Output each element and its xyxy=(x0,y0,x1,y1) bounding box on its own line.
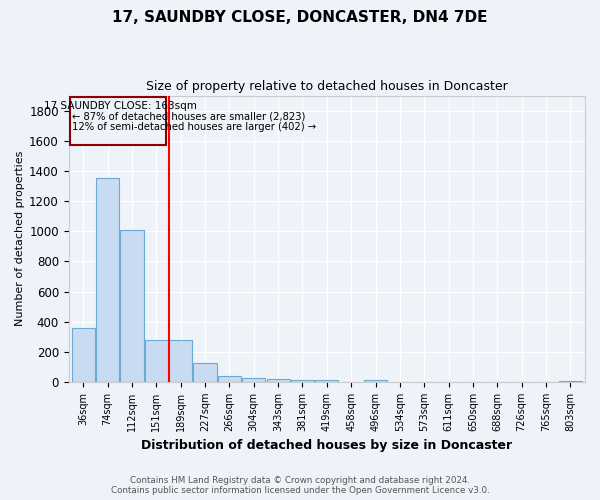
Bar xyxy=(193,363,217,382)
Bar xyxy=(121,230,143,382)
Text: ← 87% of detached houses are smaller (2,823): ← 87% of detached houses are smaller (2,… xyxy=(72,112,305,122)
Bar xyxy=(169,340,192,382)
Bar xyxy=(291,380,314,382)
Bar xyxy=(559,380,582,382)
Title: Size of property relative to detached houses in Doncaster: Size of property relative to detached ho… xyxy=(146,80,508,93)
Bar xyxy=(70,97,166,146)
Bar xyxy=(71,328,95,382)
Bar xyxy=(364,380,387,382)
Bar xyxy=(315,380,338,382)
Bar xyxy=(242,378,265,382)
Bar xyxy=(266,379,290,382)
Text: Contains HM Land Registry data © Crown copyright and database right 2024.
Contai: Contains HM Land Registry data © Crown c… xyxy=(110,476,490,495)
Text: 17, SAUNDBY CLOSE, DONCASTER, DN4 7DE: 17, SAUNDBY CLOSE, DONCASTER, DN4 7DE xyxy=(112,10,488,25)
Bar xyxy=(218,376,241,382)
X-axis label: Distribution of detached houses by size in Doncaster: Distribution of detached houses by size … xyxy=(141,440,512,452)
Text: 12% of semi-detached houses are larger (402) →: 12% of semi-detached houses are larger (… xyxy=(72,122,316,132)
Y-axis label: Number of detached properties: Number of detached properties xyxy=(15,151,25,326)
Bar xyxy=(145,340,168,382)
Text: 17 SAUNDBY CLOSE: 163sqm: 17 SAUNDBY CLOSE: 163sqm xyxy=(44,101,197,111)
Bar xyxy=(96,178,119,382)
